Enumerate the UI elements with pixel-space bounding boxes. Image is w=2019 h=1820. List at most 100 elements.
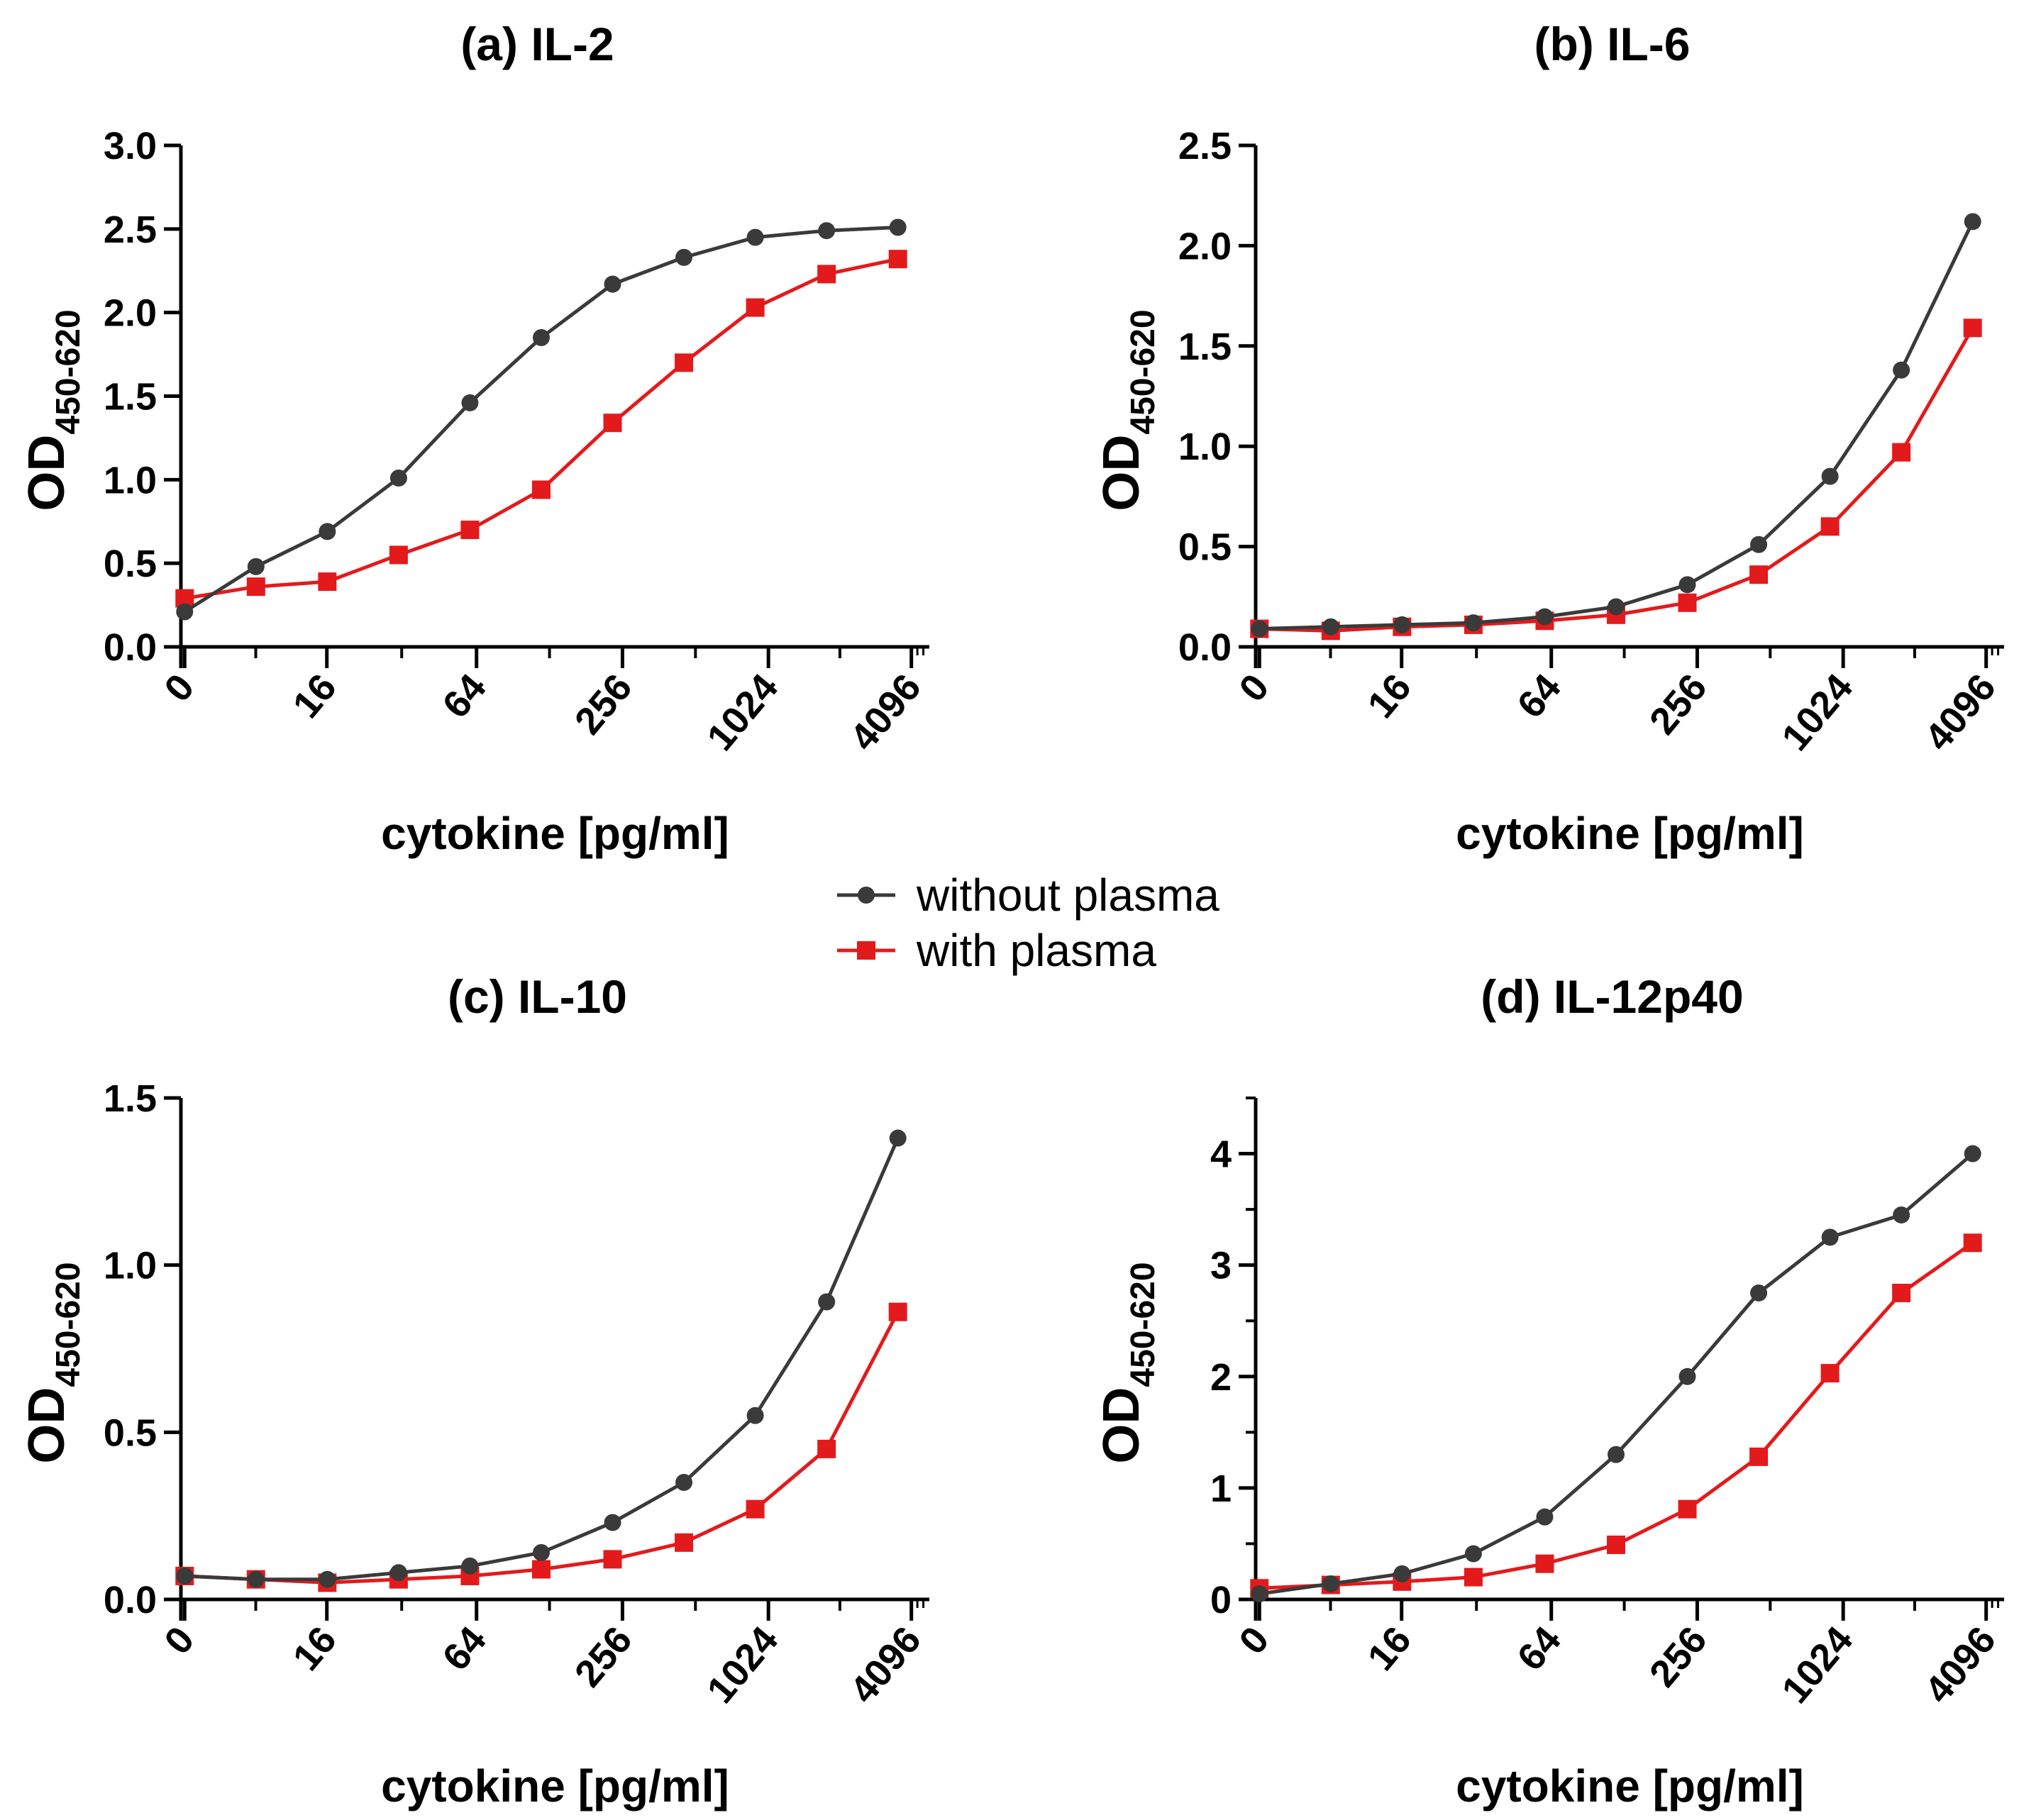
- data-point: [1893, 1206, 1910, 1223]
- data-point: [532, 329, 550, 347]
- data-point: [675, 1533, 694, 1552]
- data-point: [604, 275, 621, 293]
- data-point: [675, 353, 694, 372]
- y-tick-label: 0.5: [1178, 526, 1232, 569]
- y-axis-label: OD450-620: [1093, 309, 1162, 511]
- panel-4: (d) IL-12p40 0 1 2 3 4 0 16 64 256 1024 4096 cytokin…: [1093, 970, 2004, 1811]
- data-point: [531, 480, 551, 499]
- x-tick-label: 0: [1231, 666, 1277, 710]
- data-point: [1606, 1536, 1625, 1555]
- y-tick-label: 1.0: [104, 459, 157, 501]
- legend-label: without plasma: [916, 870, 1219, 921]
- y-tick-label: 0.5: [104, 1411, 157, 1454]
- y-axis-label-subscript: 450-620: [1124, 309, 1162, 434]
- data-point: [247, 1570, 265, 1588]
- data-point: [1251, 620, 1268, 638]
- data-point: [1820, 1364, 1840, 1383]
- data-point: [1251, 1585, 1268, 1603]
- data-point: [1750, 1284, 1768, 1302]
- x-tick-label: 1024: [699, 666, 786, 759]
- y-tick-label: 1.5: [1178, 326, 1232, 368]
- x-tick-label: 16: [284, 666, 345, 726]
- data-point: [1464, 614, 1482, 632]
- data-point: [1678, 1367, 1696, 1385]
- data-point: [1464, 1567, 1483, 1587]
- data-point: [818, 222, 836, 240]
- series-without-plasma: [1251, 1145, 1981, 1603]
- y-tick-label: 3.0: [104, 125, 157, 167]
- x-tick-label: 4096: [1917, 666, 2004, 759]
- data-point: [818, 1293, 836, 1311]
- x-axis-label: cytokine [pg/ml]: [1456, 808, 1804, 859]
- y-tick-label: 2.0: [1178, 225, 1232, 267]
- data-point: [531, 1560, 551, 1579]
- panel-3: (c) IL-10 0.0 0.5 1.0 1.5 0 16 64 256 1024 4096 cyt…: [18, 970, 929, 1811]
- data-point: [460, 521, 480, 540]
- x-tick-label: 64: [1509, 666, 1569, 726]
- series-without-plasma: [176, 218, 907, 621]
- data-point: [1964, 1145, 1981, 1163]
- x-tick-label: 16: [1359, 666, 1420, 726]
- y-tick-label: 0.0: [1178, 626, 1232, 669]
- chart-title: (c) IL-10: [448, 970, 627, 1023]
- data-point: [603, 414, 622, 433]
- data-point: [1821, 1228, 1839, 1246]
- series-with-plasma: [1250, 1233, 1982, 1598]
- y-axis-label-subscript: 450-620: [1124, 1262, 1162, 1387]
- y-axis-label: OD450-620: [1093, 1262, 1162, 1463]
- y-axis-label: OD450-620: [18, 1262, 87, 1463]
- x-tick-label: 256: [567, 666, 641, 743]
- chart-title: (b) IL-6: [1534, 18, 1691, 70]
- data-point: [604, 1514, 621, 1531]
- x-tick-label: 1024: [699, 1619, 786, 1711]
- data-point: [889, 218, 907, 236]
- x-tick-label: 16: [284, 1619, 345, 1679]
- series-line: [1259, 1152, 1974, 1596]
- data-point: [1322, 618, 1339, 636]
- data-point: [176, 1567, 194, 1585]
- data-point: [532, 1544, 550, 1562]
- y-axis-label-subscript: 450-620: [50, 309, 87, 434]
- data-point: [176, 603, 194, 621]
- chart-title: (d) IL-12p40: [1481, 970, 1743, 1023]
- data-point: [1536, 1508, 1554, 1526]
- y-axis-label: OD450-620: [18, 309, 87, 511]
- data-point: [888, 250, 907, 269]
- data-point: [319, 523, 336, 540]
- data-point: [461, 394, 479, 411]
- data-point: [246, 577, 265, 597]
- series-line: [183, 226, 898, 614]
- data-point: [746, 228, 764, 246]
- data-point: [1892, 1283, 1911, 1302]
- data-point: [1750, 536, 1768, 553]
- y-axis-label-main: OD: [1093, 435, 1150, 511]
- x-tick-label: 256: [1642, 666, 1715, 743]
- x-axis-label: cytokine [pg/ml]: [381, 808, 729, 859]
- y-axis-label-main: OD: [1093, 1387, 1150, 1464]
- x-tick-label: 256: [567, 1619, 641, 1695]
- y-tick-label: 0.0: [104, 1579, 157, 1621]
- y-tick-label: 2: [1210, 1356, 1232, 1399]
- data-point: [1322, 1575, 1339, 1593]
- series-line: [1259, 327, 1974, 633]
- data-point: [603, 1550, 622, 1569]
- data-point: [318, 572, 337, 592]
- data-point: [1893, 361, 1910, 379]
- data-point: [389, 1564, 407, 1582]
- y-tick-label: 3: [1210, 1245, 1232, 1287]
- series-line: [184, 1311, 900, 1585]
- data-point: [817, 265, 836, 284]
- x-tick-label: 64: [434, 666, 494, 726]
- x-axis-label: cytokine [pg/ml]: [1456, 1760, 1804, 1811]
- legend-item-with-plasma: with plasma: [837, 925, 1156, 976]
- x-tick-label: 4096: [842, 1619, 929, 1711]
- data-point: [1536, 608, 1554, 626]
- data-point: [675, 1474, 693, 1492]
- y-tick-label: 1.5: [104, 1077, 157, 1120]
- data-point: [1678, 1499, 1697, 1519]
- x-tick-label: 0: [156, 1619, 202, 1663]
- x-tick-label: 0: [156, 666, 202, 710]
- y-tick-label: 2.5: [1178, 125, 1232, 167]
- x-tick-label: 0: [1231, 1619, 1277, 1663]
